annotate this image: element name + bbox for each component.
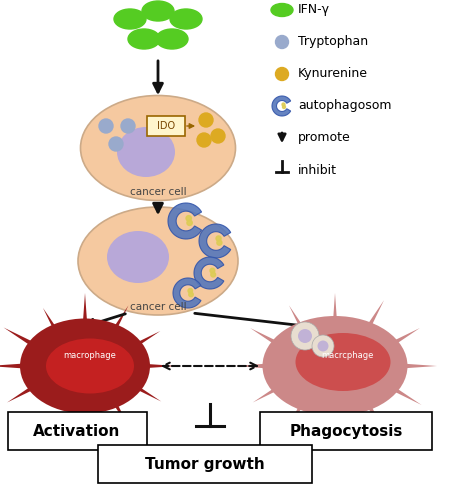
Ellipse shape xyxy=(46,339,134,394)
Ellipse shape xyxy=(78,207,238,315)
Polygon shape xyxy=(333,414,337,439)
FancyBboxPatch shape xyxy=(147,116,185,136)
Ellipse shape xyxy=(211,272,216,277)
Ellipse shape xyxy=(318,341,328,351)
Polygon shape xyxy=(43,308,55,328)
Ellipse shape xyxy=(188,289,192,293)
Text: Tumor growth: Tumor growth xyxy=(145,456,265,471)
Text: Kynurenine: Kynurenine xyxy=(298,68,368,81)
Text: IFN-γ: IFN-γ xyxy=(298,3,330,17)
Polygon shape xyxy=(405,364,437,368)
Polygon shape xyxy=(83,411,87,441)
Ellipse shape xyxy=(211,129,225,143)
Polygon shape xyxy=(286,407,301,432)
Ellipse shape xyxy=(20,318,150,414)
Ellipse shape xyxy=(156,29,188,49)
Ellipse shape xyxy=(271,3,293,17)
Ellipse shape xyxy=(186,216,191,221)
Text: cancer cell: cancer cell xyxy=(130,302,186,312)
Ellipse shape xyxy=(114,9,146,29)
Ellipse shape xyxy=(283,105,285,108)
Ellipse shape xyxy=(189,292,193,297)
Ellipse shape xyxy=(128,29,160,49)
Ellipse shape xyxy=(282,103,285,106)
Polygon shape xyxy=(368,300,384,326)
FancyBboxPatch shape xyxy=(98,445,312,483)
Ellipse shape xyxy=(210,268,215,273)
Ellipse shape xyxy=(142,1,174,21)
Text: promote: promote xyxy=(298,132,351,144)
Ellipse shape xyxy=(275,68,289,81)
Ellipse shape xyxy=(197,133,211,147)
Ellipse shape xyxy=(216,236,221,241)
Polygon shape xyxy=(4,328,32,346)
Ellipse shape xyxy=(298,329,312,343)
Ellipse shape xyxy=(81,96,236,201)
Text: Phagocytosis: Phagocytosis xyxy=(289,423,403,438)
Polygon shape xyxy=(115,305,128,328)
Text: macrophage: macrophage xyxy=(64,351,117,361)
Polygon shape xyxy=(83,293,87,321)
Polygon shape xyxy=(173,278,201,308)
Polygon shape xyxy=(333,293,337,318)
Ellipse shape xyxy=(170,9,202,29)
Ellipse shape xyxy=(275,35,289,49)
Ellipse shape xyxy=(187,220,192,226)
Ellipse shape xyxy=(121,119,135,133)
Text: Tryptophan: Tryptophan xyxy=(298,35,368,49)
Polygon shape xyxy=(194,257,224,289)
Polygon shape xyxy=(250,328,275,344)
Text: IDO: IDO xyxy=(157,121,175,131)
Ellipse shape xyxy=(199,113,213,127)
Polygon shape xyxy=(368,407,385,434)
Polygon shape xyxy=(138,387,161,401)
Polygon shape xyxy=(199,224,231,258)
FancyBboxPatch shape xyxy=(8,412,147,450)
Polygon shape xyxy=(147,364,177,368)
Text: macrcphage: macrcphage xyxy=(321,351,373,361)
Polygon shape xyxy=(289,305,301,325)
Ellipse shape xyxy=(312,335,334,357)
Polygon shape xyxy=(395,388,421,405)
Polygon shape xyxy=(253,388,275,402)
Text: autophagosom: autophagosom xyxy=(298,100,392,112)
Ellipse shape xyxy=(295,333,391,391)
Polygon shape xyxy=(272,96,291,116)
Polygon shape xyxy=(0,364,23,368)
Ellipse shape xyxy=(107,231,169,283)
FancyBboxPatch shape xyxy=(260,412,432,450)
Polygon shape xyxy=(168,203,201,239)
Polygon shape xyxy=(235,364,265,368)
Ellipse shape xyxy=(117,127,175,177)
Text: cancer cell: cancer cell xyxy=(130,187,186,197)
Polygon shape xyxy=(395,328,420,344)
Polygon shape xyxy=(115,404,130,429)
Polygon shape xyxy=(7,387,32,402)
Ellipse shape xyxy=(291,322,319,350)
Text: Activation: Activation xyxy=(33,423,121,438)
Ellipse shape xyxy=(217,240,222,245)
Polygon shape xyxy=(138,331,160,345)
Ellipse shape xyxy=(99,119,113,133)
Ellipse shape xyxy=(263,316,408,416)
Ellipse shape xyxy=(109,137,123,151)
Text: inhibit: inhibit xyxy=(298,163,337,176)
